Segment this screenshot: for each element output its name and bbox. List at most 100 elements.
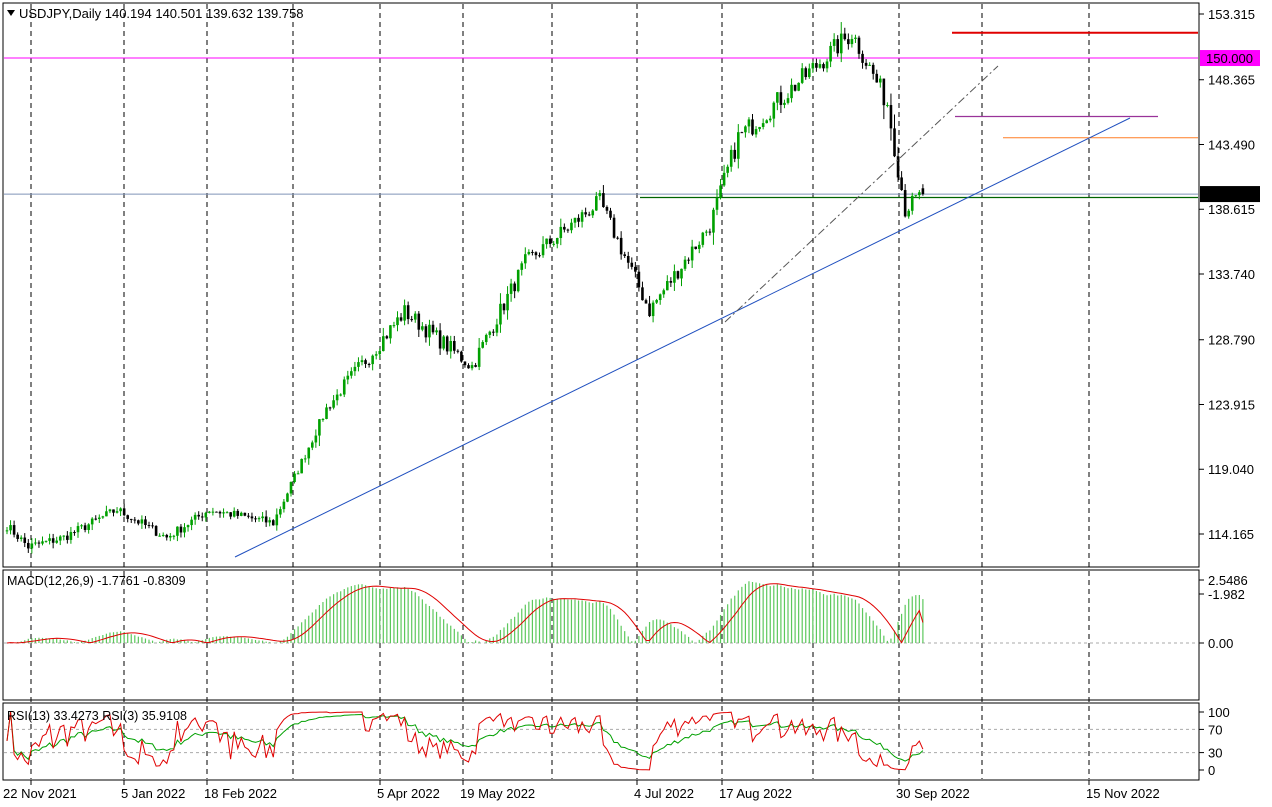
candle-body <box>76 526 80 533</box>
candle-body <box>225 512 229 514</box>
candle-body <box>520 263 524 270</box>
candle-body <box>115 511 119 513</box>
candle-body <box>531 251 534 253</box>
candle-body <box>392 325 396 327</box>
candle-body <box>850 38 854 45</box>
candle-body <box>513 283 516 292</box>
candle-body <box>584 212 587 215</box>
candle-body <box>715 197 719 210</box>
long-term-trendline <box>234 117 1131 558</box>
candle-body <box>30 543 34 549</box>
candle-body <box>587 214 591 216</box>
candle-body <box>169 535 172 538</box>
candle-body <box>598 193 602 197</box>
candle-body <box>176 526 179 536</box>
candle-body <box>140 519 144 524</box>
candle-body <box>708 231 712 233</box>
candle-body <box>680 268 683 279</box>
candle-body <box>137 520 140 524</box>
price-axis-label: 128.790 <box>1208 333 1255 348</box>
candle-body <box>261 516 264 519</box>
candle-body <box>48 538 51 541</box>
current-price-box <box>1200 186 1260 203</box>
candle-body <box>382 336 385 352</box>
candle-body <box>492 331 495 333</box>
rsi-axis-label: 0 <box>1208 763 1215 778</box>
candle-body <box>417 313 421 330</box>
candle-body <box>644 300 648 304</box>
price-axis-label: 114.165 <box>1208 527 1254 542</box>
candle-body <box>772 102 776 119</box>
candle-body <box>80 525 83 527</box>
macd-axis-label: 0.00 <box>1208 636 1233 651</box>
candle-body <box>321 418 325 420</box>
candle-body <box>641 287 644 301</box>
dash-dot-trendline <box>724 65 999 323</box>
candle-body <box>818 64 822 68</box>
time-axis-label: 19 May 2022 <box>460 786 535 801</box>
main-price-panel[interactable] <box>2 2 1200 568</box>
candle-body <box>90 518 94 525</box>
candle-body <box>364 360 367 365</box>
candle-body <box>467 365 470 369</box>
time-axis-label: 18 Feb 2022 <box>204 786 277 801</box>
candle-body <box>563 226 566 230</box>
candle-body <box>889 105 893 129</box>
candle-body <box>41 541 44 544</box>
candle-body <box>460 351 463 362</box>
candle-body <box>779 92 783 105</box>
candle-body <box>836 39 839 54</box>
candle-body <box>669 281 673 283</box>
macd-panel[interactable] <box>2 569 1200 701</box>
candle-body <box>428 324 431 338</box>
candle-body <box>630 262 634 267</box>
price-axis-label: 123.915 <box>1208 397 1255 412</box>
candle-body <box>481 342 484 348</box>
candle-body <box>786 98 790 103</box>
candle-body <box>726 166 729 173</box>
candle-body <box>286 493 289 502</box>
candle-body <box>438 330 442 349</box>
candle-body <box>303 458 307 460</box>
rsi-axis-label: 30 <box>1208 746 1222 761</box>
candle-body <box>609 210 612 218</box>
candle-body <box>12 525 16 535</box>
candle-body <box>222 512 225 514</box>
candle-body <box>335 394 339 401</box>
current-price-label: 139.758 <box>1206 187 1253 202</box>
candle-body <box>208 511 211 513</box>
candle-body <box>378 351 382 355</box>
candle-body <box>27 542 30 549</box>
candle-body <box>318 419 321 436</box>
symbol-dropdown-icon[interactable] <box>7 10 15 16</box>
candle-body <box>534 252 538 256</box>
candle-body <box>257 518 261 520</box>
candle-body <box>311 442 314 448</box>
rsi-axis-label: 70 <box>1208 722 1222 737</box>
candle-body <box>44 540 48 542</box>
candle-body <box>254 518 257 520</box>
candle-body <box>449 341 453 352</box>
time-axis-label: 17 Aug 2022 <box>719 786 792 801</box>
candle-body <box>342 379 346 395</box>
candle-body <box>247 515 250 517</box>
candle-body <box>431 324 435 333</box>
candle-body <box>879 78 882 83</box>
candle-body <box>793 84 797 91</box>
candle-body <box>499 303 502 325</box>
candle-body <box>555 238 559 244</box>
candle-body <box>733 149 737 159</box>
candle-body <box>435 330 438 333</box>
price-axis-label: 148.365 <box>1208 73 1255 88</box>
candle-body <box>882 78 886 106</box>
candle-body <box>34 542 37 544</box>
candle-body <box>591 210 595 216</box>
time-axis-label: 5 Apr 2022 <box>377 786 440 801</box>
price-axis-label: 119.040 <box>1208 462 1254 477</box>
rsi-panel[interactable] <box>2 702 1200 781</box>
candle-body <box>651 302 655 317</box>
candle-body <box>573 217 577 223</box>
candle-body <box>268 520 271 523</box>
candle-body <box>854 37 857 39</box>
